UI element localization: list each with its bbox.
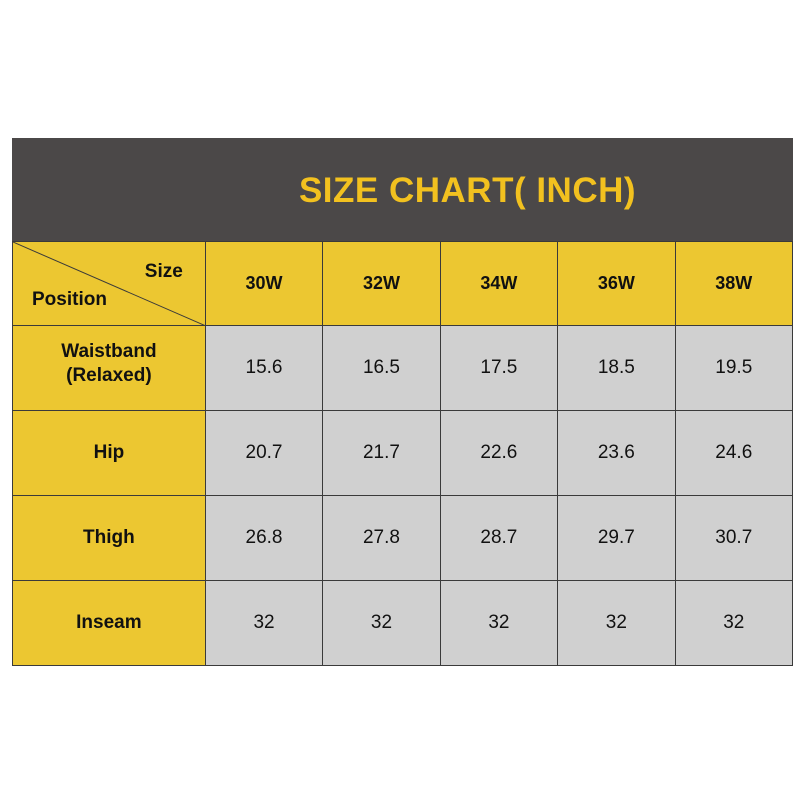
table-row: Inseam 32 32 32 32 32 (12, 580, 794, 666)
table-row: Hip 20.7 21.7 22.6 23.6 24.6 (12, 410, 794, 496)
table-cell: 21.7 (322, 410, 441, 496)
table-cell: 27.8 (322, 495, 441, 581)
size-table: Size Position 30W 32W 34W 36W 38W Waistb… (12, 241, 794, 666)
chart-title: SIZE CHART( INCH) (298, 170, 637, 210)
table-cell: 26.8 (204, 495, 324, 581)
row-label-waistband: Waistband (Relaxed) (12, 325, 206, 411)
corner-position-label: Position (32, 289, 107, 310)
table-cell: 28.7 (439, 495, 559, 581)
size-header: 34W (439, 241, 559, 326)
diagonal-divider (13, 242, 206, 326)
table-cell: 20.7 (204, 410, 324, 496)
table-cell: 32 (204, 580, 324, 666)
table-cell: 16.5 (322, 325, 441, 411)
table-cell: 32 (322, 580, 441, 666)
row-label-thigh: Thigh (12, 495, 206, 581)
row-label-line1: Thigh (83, 527, 135, 548)
title-bar: SIZE CHART( INCH) (12, 138, 793, 241)
row-label-line2: (Relaxed) (66, 365, 152, 386)
size-chart: SIZE CHART( INCH) Size Position 30W 32W … (12, 138, 794, 671)
table-cell: 17.5 (439, 325, 559, 411)
table-cell: 24.6 (674, 410, 794, 496)
table-cell: 19.5 (674, 325, 794, 411)
header-row: Size Position 30W 32W 34W 36W 38W (12, 241, 794, 326)
table-cell: 29.7 (557, 495, 676, 581)
row-label-line1: Inseam (76, 612, 142, 633)
row-label-line1: Hip (93, 442, 125, 463)
table-cell: 32 (674, 580, 794, 666)
row-label-inseam: Inseam (12, 580, 206, 666)
table-cell: 22.6 (439, 410, 559, 496)
row-label-line1: Waistband (61, 341, 157, 362)
row-label-hip: Hip (12, 410, 206, 496)
corner-cell: Size Position (12, 241, 206, 326)
table-cell: 32 (557, 580, 676, 666)
table-row: Thigh 26.8 27.8 28.7 29.7 30.7 (12, 495, 794, 581)
corner-size-label: Size (144, 261, 183, 282)
table-cell: 18.5 (557, 325, 676, 411)
size-header: 30W (204, 241, 324, 326)
table-cell: 15.6 (204, 325, 324, 411)
table-row: Waistband (Relaxed) 15.6 16.5 17.5 18.5 1… (12, 325, 794, 411)
table-cell: 32 (439, 580, 559, 666)
table-cell: 23.6 (557, 410, 676, 496)
size-header: 36W (557, 241, 676, 326)
table-cell: 30.7 (674, 495, 794, 581)
size-header: 38W (674, 241, 794, 326)
size-header: 32W (322, 241, 441, 326)
